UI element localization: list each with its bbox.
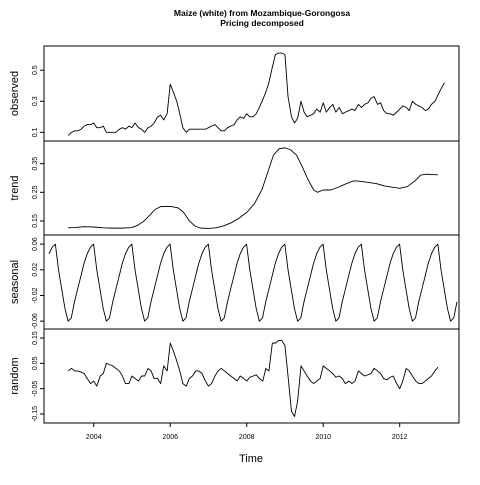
panel-random: random -0.15 -0.05 0.05 0.15 [9, 328, 460, 424]
y-tick-label-observed: 0.1 [32, 127, 39, 137]
x-tick-label: 2006 [162, 434, 178, 441]
x-tick-label: 2012 [392, 434, 408, 441]
y-axis-label-seasonal: seasonal [9, 260, 21, 304]
y-tick-label-seasonal: -0.06 [32, 313, 39, 329]
x-axis: 2004 2006 2008 2010 2012 [86, 423, 408, 441]
y-tick-label-random: 0.15 [32, 331, 39, 345]
y-tick-label-trend: 0.15 [32, 214, 39, 228]
chart-subtitle: Pricing decomposed [220, 18, 304, 28]
series-line-trend [68, 147, 438, 229]
y-tick-label-seasonal: -0.02 [32, 287, 39, 303]
y-tick-label-trend: 0.25 [32, 185, 39, 199]
series-line-observed [67, 52, 445, 136]
chart-title: Maize (white) from Mozambique-Gorongosa [174, 8, 350, 18]
y-axis-label-random: random [9, 357, 21, 394]
panel-observed: observed 0.1 0.3 0.5 [9, 45, 460, 142]
y-tick-label-seasonal: 0.02 [32, 263, 39, 277]
panel-seasonal: seasonal -0.06 -0.02 0.02 0.06 [9, 234, 460, 330]
panel-trend: trend 0.15 0.25 0.35 [9, 140, 460, 236]
y-axis-label-observed: observed [9, 71, 21, 116]
y-tick-label-random: -0.15 [32, 406, 39, 422]
x-tick-label: 2008 [239, 434, 255, 441]
y-tick-label-seasonal: 0.06 [32, 237, 39, 251]
panel-frame-random [43, 328, 460, 424]
y-axis-label-trend: trend [9, 175, 21, 200]
y-tick-label-observed: 0.3 [32, 96, 39, 106]
y-tick-label-random: -0.05 [32, 381, 39, 397]
x-tick-label: 2010 [315, 434, 331, 441]
series-line-seasonal [48, 243, 458, 322]
series-line-random [67, 340, 439, 417]
x-tick-label: 2004 [86, 434, 102, 441]
y-tick-label-observed: 0.5 [32, 65, 39, 75]
x-axis-label: Time [239, 453, 263, 465]
panel-frame-observed [43, 45, 460, 142]
y-tick-label-trend: 0.35 [32, 157, 39, 171]
panels: observed 0.1 0.3 0.5 trend 0.15 0.25 0.35 season… [9, 45, 460, 424]
y-tick-label-random: 0.05 [32, 356, 39, 370]
